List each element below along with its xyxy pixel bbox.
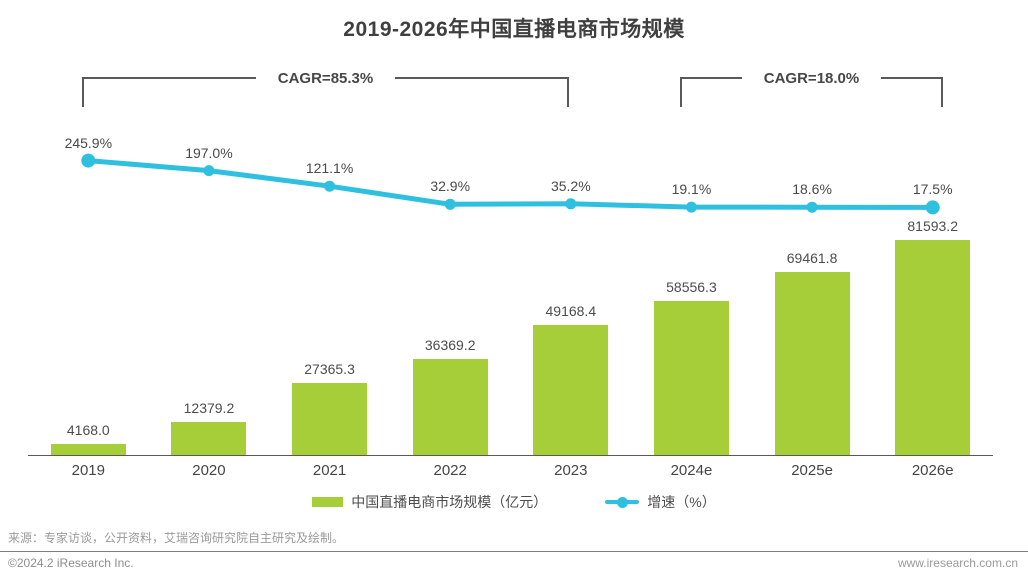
footer-bar: ©2024.2 iResearch Inc. www.iresearch.com… <box>8 556 1018 570</box>
legend-item-market-size: 中国直播电商市场规模（亿元） <box>312 492 547 512</box>
growth-point-2024e <box>685 201 697 213</box>
bar-2022 <box>412 359 488 455</box>
bracket-tick-icon <box>680 77 682 107</box>
line-legend-dot-icon <box>616 496 628 508</box>
bar-2024e <box>653 300 729 455</box>
growth-value-2026e: 17.5% <box>912 181 953 198</box>
legend-label-market-size: 中国直播电商市场规模（亿元） <box>351 494 548 510</box>
growth-point-2025e <box>806 201 818 213</box>
x-label-2026e: 2026e <box>911 462 954 479</box>
legend-label-growth: 增速（%） <box>647 494 716 510</box>
x-label-2021: 2021 <box>312 462 347 479</box>
x-label-2023: 2023 <box>554 462 588 479</box>
bar-value-2021: 27365.3 <box>304 360 355 377</box>
growth-point-2023 <box>565 198 577 210</box>
bar-legend-swatch-icon <box>312 497 344 507</box>
plot-area: 4168.0 12379.2 27365.3 36369.2 49168.4 58556.… <box>28 130 993 456</box>
x-label-2024e: 2024e <box>670 462 713 479</box>
growth-point-2019 <box>81 153 96 168</box>
growth-value-2021: 121.1% <box>305 160 354 177</box>
bracket-line <box>395 77 569 79</box>
bar-value-2025e: 69461.8 <box>786 249 838 266</box>
growth-point-2022 <box>444 198 456 210</box>
website-text: www.iresearch.com.cn <box>897 556 1018 570</box>
bar-value-2019: 4168.0 <box>66 422 110 439</box>
legend-item-growth: 增速（%） <box>605 492 716 512</box>
x-label-2022: 2022 <box>433 462 467 479</box>
growth-line-chart <box>81 153 940 215</box>
bracket-tick-icon <box>82 77 84 107</box>
growth-line <box>85 158 936 210</box>
bar-value-2023: 49168.4 <box>545 303 597 320</box>
growth-point-2021 <box>324 180 336 192</box>
bracket-tick-icon <box>941 77 943 107</box>
growth-value-2020: 197.0% <box>185 144 233 161</box>
bar-2026e <box>895 240 971 455</box>
bracket-line <box>82 77 256 79</box>
growth-value-2023: 35.2% <box>550 177 591 194</box>
x-label-2025e: 2025e <box>791 462 833 479</box>
cagr-bracket-2024-2026: CAGR=18.0% <box>680 58 943 107</box>
bar-2025e <box>774 272 850 455</box>
bracket-line <box>680 77 742 79</box>
bar-2021 <box>292 382 368 455</box>
footer-divider <box>0 551 1028 552</box>
growth-value-2024e: 19.1% <box>671 181 712 198</box>
bracket-tick-icon <box>567 77 569 107</box>
bar-2020 <box>171 422 247 455</box>
chart-title: 2019-2026年中国直播电商市场规模 <box>343 18 685 41</box>
copyright-text: ©2024.2 iResearch Inc. <box>8 556 134 570</box>
legend: 中国直播电商市场规模（亿元） 增速（%） <box>0 492 1028 512</box>
x-label-2019: 2019 <box>71 462 105 479</box>
growth-point-2020 <box>203 165 215 177</box>
bar-value-2020: 12379.2 <box>183 400 235 417</box>
bar-value-2026e: 81593.2 <box>907 218 958 234</box>
growth-point-2026e <box>925 200 940 215</box>
growth-value-2022: 32.9% <box>430 178 471 195</box>
growth-value-2025e: 18.6% <box>792 181 832 198</box>
source-note: 来源：专家访谈，公开资料，艾瑞咨询研究院自主研究及绘制。 <box>8 531 345 545</box>
growth-value-2019: 245.9% <box>64 134 113 151</box>
bar-2019 <box>50 444 126 455</box>
line-legend-swatch-icon <box>605 496 640 508</box>
bar-value-2022: 36369.2 <box>424 337 476 354</box>
cagr-label-2: CAGR=18.0% <box>763 69 860 87</box>
x-label-2020: 2020 <box>192 462 226 479</box>
cagr-bracket-2019-2023: CAGR=85.3% <box>82 58 569 107</box>
bracket-line <box>881 77 943 79</box>
bar-2023 <box>533 325 609 455</box>
cagr-label-1: CAGR=85.3% <box>277 69 374 87</box>
bar-value-2024e: 58556.3 <box>666 278 717 295</box>
x-axis-labels: 2019 2020 2021 2022 2023 2024e 2025e 2026e <box>28 462 993 479</box>
